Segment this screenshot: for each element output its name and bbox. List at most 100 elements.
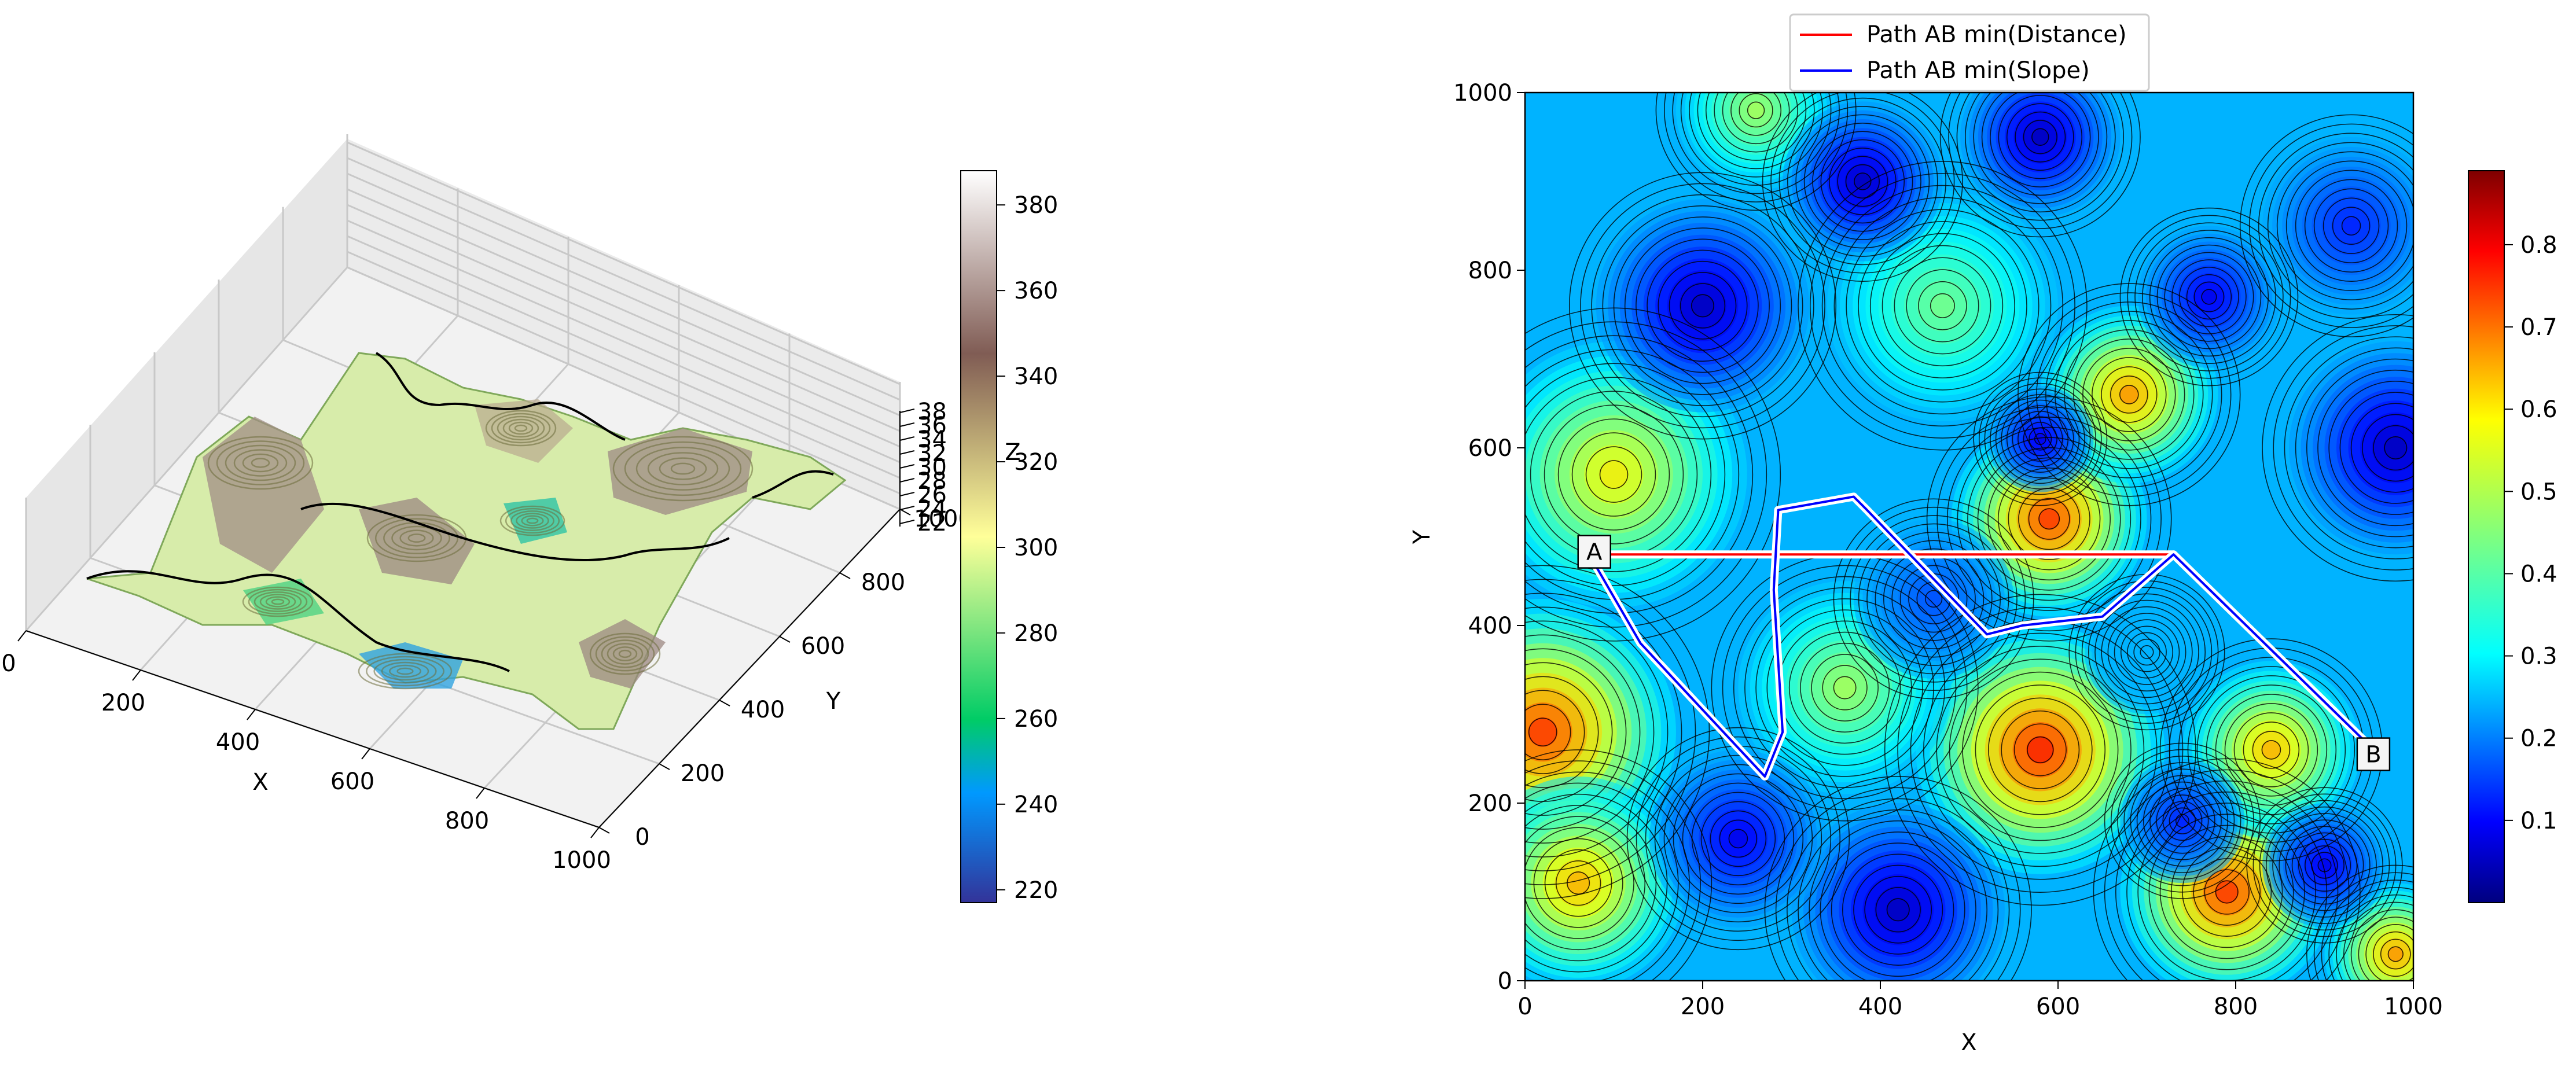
y-axis-label-3d: Y	[826, 688, 841, 715]
grid-line-z	[347, 157, 901, 401]
heatmap-contour-line	[2258, 133, 2413, 319]
heatmap-contour-line	[1854, 172, 1872, 190]
heatmap-contour-line	[1654, 755, 1822, 923]
heatmap-contour-line	[2215, 694, 2328, 806]
heatmap-contour-line	[2104, 742, 2261, 899]
heatmap-y-tick-label: 1000	[1453, 80, 1512, 106]
colorbar-jet	[2468, 170, 2505, 903]
heatmap-contour-line	[1811, 654, 1879, 722]
y-tick-3d	[659, 763, 670, 770]
heatmap-contour-line	[2031, 128, 2049, 146]
heatmap-contour-line	[1719, 819, 1758, 858]
surface-contour-ring	[373, 658, 437, 684]
heatmap-contour-line	[2114, 619, 2180, 685]
heatmap-contour-line	[2323, 197, 2380, 255]
heatmap-contour-line	[2332, 207, 2371, 245]
heatmap-y-axis-label: Y	[1409, 529, 1435, 544]
colorbar-terrain-tick-label: 300	[1014, 535, 1058, 561]
surface-contour-ring	[366, 656, 444, 687]
paths	[1590, 492, 2368, 781]
heatmap-contour-line	[1766, 609, 1923, 766]
grid-line-z	[347, 235, 901, 479]
surface-contour-ring	[510, 510, 554, 531]
heatmap-x-ticks: 0 200 400 600 800 1000	[1517, 981, 2443, 1020]
surface-contour-ring	[659, 457, 707, 480]
surface-contour-ring	[242, 586, 314, 617]
heatmap-contour-line	[2094, 599, 2199, 705]
legend-label-distance: Path AB min(Distance)	[1866, 21, 2127, 48]
heatmap-contour-line	[1923, 632, 2158, 867]
heatmap-contour-line	[2156, 794, 2209, 848]
heatmap-contour-line	[2178, 267, 2239, 327]
heatmap-contour-line	[2156, 244, 2262, 349]
surface-thick-contour-1	[86, 570, 510, 672]
heatmap-contour-line	[1842, 853, 1954, 966]
heatmap-contour-line	[2239, 114, 2413, 337]
heatmap-contour-line	[1803, 122, 1921, 241]
surface-contour-ring	[635, 447, 730, 491]
heatmap-contour-line	[1821, 185, 2064, 427]
heatmap-contour-line	[2284, 336, 2413, 560]
heatmap-contour-line	[2204, 869, 2250, 915]
surface-contour-ring	[497, 415, 545, 441]
heatmap-contour-line	[1655, 93, 1857, 211]
heatmap-contour-line	[1846, 209, 2040, 403]
heatmap-contour-line	[1990, 93, 2091, 187]
x-tick-3d	[476, 787, 485, 799]
heatmap-contour-line	[1682, 782, 1795, 895]
surface-contour-ring	[612, 436, 754, 502]
heatmap-contour-line	[1965, 93, 2116, 213]
colorbar-jet-ticks: 0.1 0.2 0.3 0.4 0.5 0.6 0.7 0.8	[2504, 232, 2557, 834]
heatmap-contour-line	[1571, 432, 1656, 517]
heatmap-contour-line	[1697, 93, 1815, 170]
heatmap-contour-line	[2276, 151, 2413, 300]
heatmap-contour-line	[1837, 156, 1888, 207]
colorbar-jet-tick-label: 0.1	[2520, 808, 2557, 834]
heatmap-contour-line	[1739, 93, 1773, 128]
heatmap-contour-line	[1822, 665, 1868, 711]
heatmap-contour-line	[1636, 238, 1770, 373]
heatmap-contour-line	[2380, 938, 2411, 970]
heatmap-contour-line	[2358, 917, 2413, 981]
heatmap-contour-line	[2164, 252, 2254, 342]
surface-contour-ring	[251, 458, 270, 468]
heatmap-blob	[1528, 717, 1558, 747]
heatmap-contour-line	[2110, 749, 2254, 893]
heatmap-contour-line	[2013, 723, 2067, 776]
heatmap-contour-line	[1747, 101, 1765, 119]
heatmap-blob	[1747, 101, 1765, 120]
surface-contour-ring	[391, 525, 442, 551]
y-tick-3d	[598, 827, 610, 834]
surface-contour-ring	[242, 453, 279, 473]
heatmap-contour-line	[2034, 433, 2046, 446]
z-tick-label-3d: 22	[917, 510, 947, 536]
z-tick-3d	[899, 520, 915, 524]
heatmap-contour-line	[1831, 842, 1965, 977]
heatmap-blob	[2201, 289, 2217, 305]
heatmap-contour-line	[2273, 325, 2413, 571]
heatmap-contour-line	[1555, 860, 1601, 906]
heatmap-contour-line	[2243, 722, 2300, 778]
heatmap-contour-line	[1762, 93, 1963, 282]
heatmap-contour-line	[2008, 477, 2090, 560]
colorbar-terrain-tick-label: 360	[1014, 278, 1058, 304]
x-ticks-3d: 0 200 400 600 800 1000	[1, 630, 611, 874]
grid-line-z	[347, 141, 901, 385]
heatmap-blob	[2261, 739, 2281, 760]
surface-contour-ring	[233, 449, 288, 477]
heatmap-contour-line	[1973, 371, 2108, 506]
heatmap-contour-line	[1664, 93, 1849, 203]
heatmap-contour-line	[2317, 858, 2332, 873]
z-tick-3d	[899, 436, 915, 441]
z-tick-label-3d: 30	[917, 454, 947, 481]
heatmap-contour-line	[1828, 148, 1897, 215]
heatmap-contour-line	[1926, 396, 2172, 642]
heatmap-contour-line	[2311, 852, 2338, 879]
x-tick-3d	[132, 669, 141, 681]
heatmap-contour-line	[2233, 712, 2309, 787]
heatmap-contour-line	[1624, 227, 1781, 384]
heatmap-contour-line	[1764, 776, 2032, 981]
heatmap-contours	[1525, 93, 2413, 981]
heatmap-contour-line	[1864, 875, 1932, 944]
surface-thick-contour-3	[300, 502, 730, 562]
